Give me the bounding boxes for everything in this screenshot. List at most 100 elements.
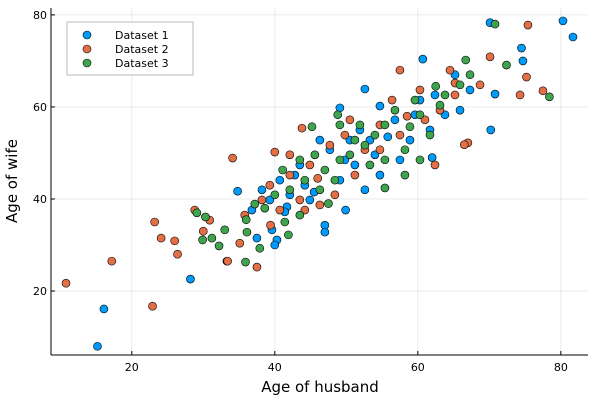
data-point-series-1: [275, 175, 285, 185]
data-point-series-2: [345, 115, 355, 125]
data-point-series-2: [148, 301, 157, 311]
data-point-series-3: [335, 155, 345, 165]
data-point-series-3: [380, 183, 390, 193]
data-point-series-2: [270, 147, 280, 157]
data-point-series-3: [284, 230, 293, 240]
data-point-series-3: [320, 165, 330, 175]
data-point-series-3: [192, 208, 202, 218]
data-point-series-2: [430, 160, 440, 170]
data-point-series-2: [107, 256, 117, 266]
data-point-series-3: [345, 150, 355, 160]
data-point-series-1: [350, 160, 360, 170]
data-point-series-2: [395, 130, 405, 140]
data-point-series-3: [260, 203, 270, 213]
data-point-series-3: [307, 122, 317, 132]
data-point-series-3: [405, 122, 415, 132]
data-point-series-3: [440, 90, 450, 100]
data-point-series-3: [370, 130, 380, 140]
data-point-series-1: [270, 240, 280, 250]
data-point-series-1: [518, 56, 528, 66]
data-point-series-3: [380, 155, 390, 165]
data-point-series-3: [295, 155, 305, 165]
legend-label-series-1: Dataset 1: [115, 29, 169, 42]
data-point-series-1: [427, 153, 437, 162]
data-point-series-3: [365, 160, 375, 170]
data-point-series-2: [459, 140, 469, 149]
data-point-series-2: [515, 90, 525, 100]
data-point-series-2: [61, 278, 71, 288]
data-point-series-3: [207, 233, 217, 243]
data-point-series-1: [320, 227, 330, 237]
y-tick-label: 40: [33, 193, 47, 206]
data-point-series-3: [410, 95, 420, 105]
data-point-series-1: [315, 135, 325, 145]
data-point-series-2: [375, 145, 385, 155]
y-tick-label: 20: [33, 285, 47, 298]
data-point-series-2: [340, 130, 350, 140]
data-point-series-3: [324, 199, 333, 208]
data-point-series-3: [350, 135, 360, 145]
data-point-series-2: [350, 170, 360, 180]
data-point-series-3: [425, 130, 435, 140]
data-point-series-3: [400, 145, 410, 155]
data-point-series-2: [265, 180, 275, 190]
data-point-series-2: [305, 160, 315, 170]
data-point-series-2: [295, 195, 305, 205]
data-point-series-3: [285, 185, 295, 195]
data-point-series-2: [156, 233, 166, 243]
data-point-series-1: [93, 341, 102, 351]
data-point-series-3: [431, 81, 440, 91]
data-point-series-2: [315, 200, 325, 210]
legend-label-series-2: Dataset 2: [115, 43, 169, 56]
data-point-series-1: [430, 90, 440, 100]
data-point-series-1: [186, 274, 195, 284]
data-point-series-1: [405, 135, 415, 145]
data-point-series-3: [335, 120, 345, 130]
y-axis-label: Age of wife: [3, 139, 21, 223]
data-point-series-2: [252, 262, 262, 272]
data-point-series-3: [461, 55, 471, 65]
data-point-series-1: [360, 84, 370, 94]
data-point-series-1: [305, 195, 315, 205]
data-point-series-2: [275, 205, 285, 215]
data-point-series-2: [297, 123, 307, 133]
data-point-series-1: [375, 170, 385, 180]
data-point-series-2: [522, 72, 531, 82]
data-point-series-1: [257, 185, 267, 195]
data-point-series-3: [380, 120, 390, 130]
x-axis-label: Age of husband: [261, 378, 379, 396]
data-point-series-1: [568, 32, 578, 42]
legend-marker-series-2: [82, 44, 92, 54]
data-point-series-3: [241, 215, 251, 224]
data-point-series-3: [241, 257, 250, 267]
data-point-series-1: [375, 101, 385, 111]
data-point-series-1: [558, 16, 568, 26]
data-point-series-2: [325, 140, 335, 150]
data-point-series-1: [252, 233, 262, 243]
data-point-series-3: [278, 165, 287, 175]
x-tick-label: 80: [554, 361, 568, 374]
data-point-series-3: [355, 120, 365, 130]
legend-marker-series-1: [82, 30, 92, 40]
data-point-series-3: [198, 235, 207, 245]
data-point-series-2: [223, 256, 232, 266]
data-point-series-2: [199, 226, 208, 236]
data-point-series-2: [330, 190, 340, 200]
data-point-series-3: [242, 227, 252, 237]
data-point-series-2: [485, 52, 495, 62]
data-point-series-1: [455, 105, 465, 115]
data-point-series-2: [313, 173, 323, 183]
x-tick-label: 60: [411, 361, 425, 374]
data-point-series-2: [285, 150, 295, 160]
data-point-series-2: [266, 220, 275, 230]
data-point-series-2: [150, 217, 159, 227]
data-point-series-2: [523, 20, 533, 30]
grid: [51, 8, 588, 355]
data-point-series-1: [395, 155, 405, 165]
data-point-series-2: [235, 238, 245, 248]
data-point-series-2: [415, 85, 425, 95]
data-point-series-1: [486, 125, 496, 135]
data-point-series-2: [395, 65, 405, 75]
